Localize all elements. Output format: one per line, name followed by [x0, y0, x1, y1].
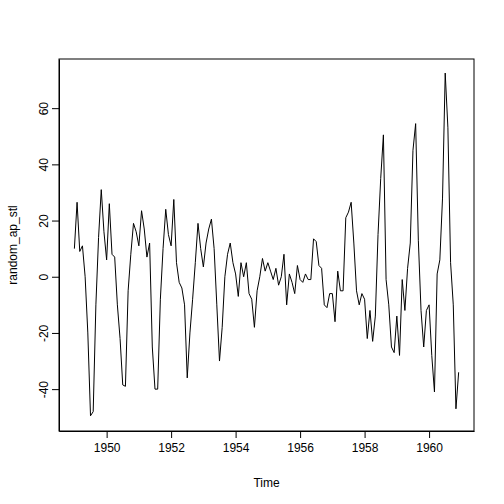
series-line: [74, 73, 458, 416]
y-tick-mark: [52, 389, 59, 390]
x-tick-mark: [236, 431, 237, 438]
y-tick: -40: [37, 381, 59, 399]
plot-frame: [59, 59, 474, 431]
x-tick-label: 1958: [352, 441, 379, 455]
x-tick: 1950: [94, 431, 121, 455]
x-tick-label: 1952: [158, 441, 185, 455]
x-tick-mark: [171, 431, 172, 438]
x-tick-label: 1954: [223, 441, 250, 455]
y-tick: -20: [37, 324, 59, 342]
x-tick-mark: [365, 431, 366, 438]
y-tick-mark: [52, 108, 59, 109]
y-axis-title: random_ap_stl: [6, 205, 20, 284]
x-tick-mark: [107, 431, 108, 438]
x-tick-label: 1950: [94, 441, 121, 455]
y-tick: 0: [37, 274, 59, 281]
x-tick: 1954: [223, 431, 250, 455]
y-tick-label: 20: [37, 214, 51, 228]
y-tick-label: -40: [37, 381, 51, 399]
x-axis-title: Time: [253, 476, 280, 490]
x-tick: 1960: [416, 431, 443, 455]
x-tick: 1952: [158, 431, 185, 455]
y-tick-mark: [52, 333, 59, 334]
y-tick: 40: [37, 158, 59, 172]
x-axis: 1950 1952 1954 1956 1958 1960: [60, 431, 475, 455]
y-tick: 20: [37, 214, 59, 228]
y-axis: -40 -20 0 20 40 60: [37, 60, 60, 432]
y-tick-mark: [52, 221, 59, 222]
y-tick-label: 40: [37, 158, 51, 172]
y-tick-label: -20: [37, 324, 51, 342]
x-axis-line: [60, 431, 475, 432]
x-tick-label: 1956: [287, 441, 314, 455]
y-axis-line: [59, 60, 60, 432]
y-tick-mark: [52, 277, 59, 278]
plot-area: [74, 73, 458, 416]
x-tick: 1956: [287, 431, 314, 455]
y-tick-label: 60: [37, 102, 51, 116]
y-tick: 60: [37, 102, 59, 116]
x-tick-mark: [429, 431, 430, 438]
x-tick: 1958: [352, 431, 379, 455]
chart: 1950 1952 1954 1956 1958 1960 -40 -20 0 20 40 60 Tim…: [0, 0, 504, 504]
x-tick-mark: [300, 431, 301, 438]
y-tick-label: 0: [37, 274, 51, 281]
y-tick-mark: [52, 164, 59, 165]
x-tick-label: 1960: [416, 441, 443, 455]
